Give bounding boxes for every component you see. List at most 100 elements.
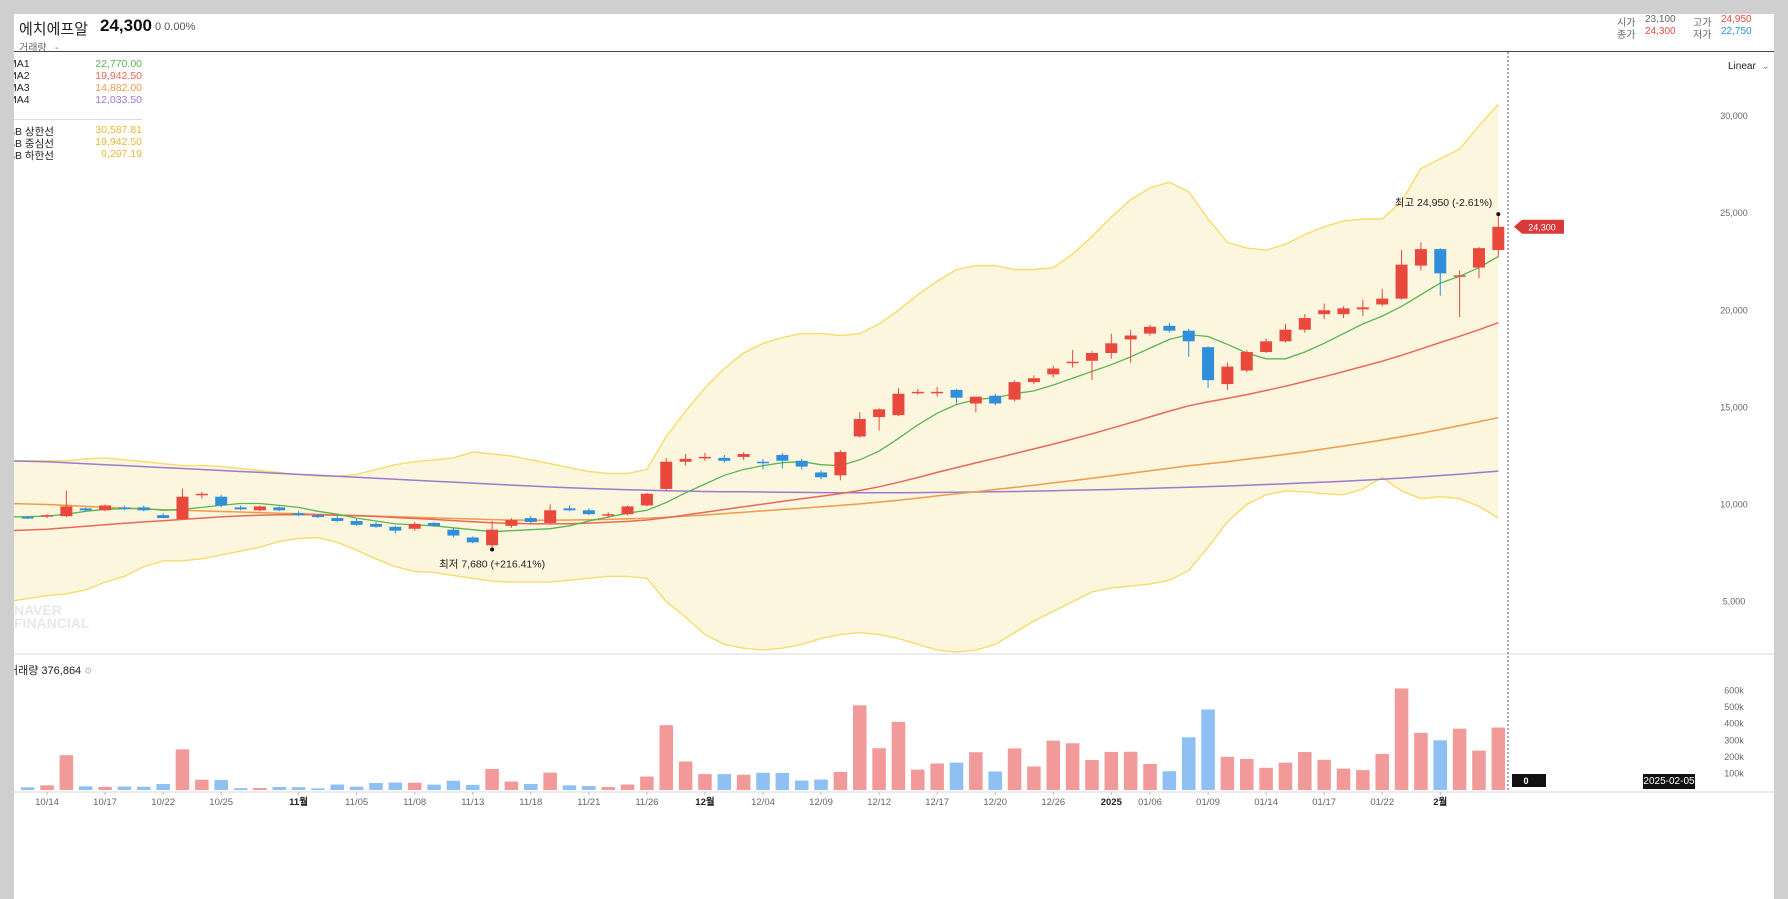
candle xyxy=(331,516,344,522)
candle xyxy=(486,520,499,550)
candle-body xyxy=(931,391,944,394)
x-tick-label: 11/18 xyxy=(519,797,542,808)
candle xyxy=(660,457,673,491)
candle xyxy=(1221,362,1234,390)
volume-bar xyxy=(214,780,228,790)
close-value: 24,300 xyxy=(1645,26,1676,37)
volume-bar-layer xyxy=(20,688,1506,790)
legend-bb-upper[interactable]: BB 상한선 30,587.81 xyxy=(14,124,142,138)
volume-bar xyxy=(156,784,170,790)
y-tick-label: 5,000 xyxy=(1723,597,1746,607)
candle xyxy=(698,453,711,461)
x-tick-label: 11/13 xyxy=(461,797,484,808)
settings-icon[interactable]: ⚙ xyxy=(84,666,93,676)
legend-value: 12,033.50 xyxy=(95,94,142,106)
candle xyxy=(873,408,886,431)
volume-bar xyxy=(988,771,1002,790)
legend-ma3[interactable]: MA3 14,882.00 xyxy=(14,82,142,95)
volume-bar xyxy=(1201,709,1215,790)
volume-bar xyxy=(543,772,557,790)
volume-bar xyxy=(1298,752,1312,790)
x-tick-label: 01/17 xyxy=(1312,797,1336,808)
legend-ma4[interactable]: MA4 12,033.50 xyxy=(14,94,142,107)
candle-body xyxy=(815,472,828,478)
candle xyxy=(524,516,537,523)
moving-average-layer xyxy=(14,103,1499,653)
candle xyxy=(911,388,924,395)
candle xyxy=(292,511,305,517)
volume-bar xyxy=(175,749,190,790)
legend-bb-lower[interactable]: BB 하한선 9,297.19 xyxy=(14,148,142,162)
legend-value: 9,297.19 xyxy=(101,148,142,160)
volume-bar xyxy=(620,784,635,790)
scale-mode-dropdown[interactable]: Linear ⌄ xyxy=(1728,61,1770,72)
volume-bar xyxy=(504,781,519,790)
candle xyxy=(1202,346,1215,388)
candle-body xyxy=(273,507,286,511)
volume-bar xyxy=(117,786,132,790)
volume-bar xyxy=(524,784,538,790)
candle-body xyxy=(795,460,808,467)
legend-label: BB 중심선 xyxy=(14,138,54,150)
legend-value: 19,942.50 xyxy=(95,136,142,148)
chart-panel: 30,000 25,000 20,000 15,000 10,000 5,000 600k 5… xyxy=(14,14,1774,899)
volume-bar xyxy=(930,763,944,790)
volume-tag-label: 0 xyxy=(1523,776,1528,786)
candle-body xyxy=(428,522,441,526)
legend-bb-middle[interactable]: BB 중심선 19,942.50 xyxy=(14,136,142,150)
volume-bar xyxy=(485,768,499,790)
candle xyxy=(1434,248,1447,296)
legend-ma1[interactable]: MA1 22,770.00 xyxy=(14,58,142,71)
volume-bar xyxy=(1027,766,1041,790)
candle xyxy=(621,505,634,516)
candle xyxy=(1066,350,1079,368)
candle-body xyxy=(602,514,615,516)
candle-body xyxy=(195,493,208,496)
candle-body xyxy=(118,507,131,509)
candle-body xyxy=(582,510,595,515)
candle-body xyxy=(215,496,228,506)
crosshair-date-badge: 2025-02-05 xyxy=(1643,774,1695,789)
candle xyxy=(60,490,73,518)
volume-bar xyxy=(195,779,209,790)
bb-lower-line xyxy=(14,476,1499,653)
volume-bar xyxy=(272,787,287,790)
candle xyxy=(350,519,363,526)
volume-label: 거래량 - xyxy=(19,39,58,54)
candle-body xyxy=(350,520,363,525)
candle-body xyxy=(969,396,982,404)
stock-name[interactable]: 에치에프알 xyxy=(19,21,89,38)
scale-mode-label: Linear xyxy=(1728,61,1756,72)
legend-ma2[interactable]: MA2 19,942.50 xyxy=(14,70,142,83)
x-tick-label: 12월 xyxy=(695,796,714,808)
candle-body xyxy=(311,515,324,518)
annotation-layer: 최고 24,950 (-2.61%) 최저 7,680 (+216.41%) 24,… xyxy=(439,197,1564,787)
volume-bar xyxy=(814,779,828,790)
candle xyxy=(1472,247,1485,279)
candle xyxy=(1027,375,1040,385)
candle xyxy=(41,514,54,519)
open-value: 23,100 xyxy=(1645,14,1676,25)
candle-body xyxy=(1453,275,1466,277)
low-marker xyxy=(490,547,495,552)
volume-bar xyxy=(1143,763,1157,790)
volume-bar xyxy=(736,774,751,790)
candle xyxy=(892,387,905,417)
volume-bar xyxy=(1278,762,1293,790)
candle-body xyxy=(989,395,1002,404)
candle xyxy=(1182,328,1195,357)
x-tick-label: 12/20 xyxy=(983,797,1007,808)
price-chart[interactable]: 30,000 25,000 20,000 15,000 10,000 5,000 600k 5… xyxy=(14,52,1774,899)
candle-body xyxy=(660,461,673,489)
candle-body xyxy=(1202,347,1215,381)
candle xyxy=(757,458,769,470)
x-tick-label: 2025 xyxy=(1101,797,1123,808)
candle xyxy=(1163,322,1176,333)
candle xyxy=(544,504,557,524)
low-label: 저가 xyxy=(1693,30,1712,41)
candle-body xyxy=(679,458,692,462)
volume-bar xyxy=(78,786,93,790)
volume-label-text: 거래량 xyxy=(19,43,47,54)
candle xyxy=(1376,288,1389,307)
candle xyxy=(253,505,266,512)
